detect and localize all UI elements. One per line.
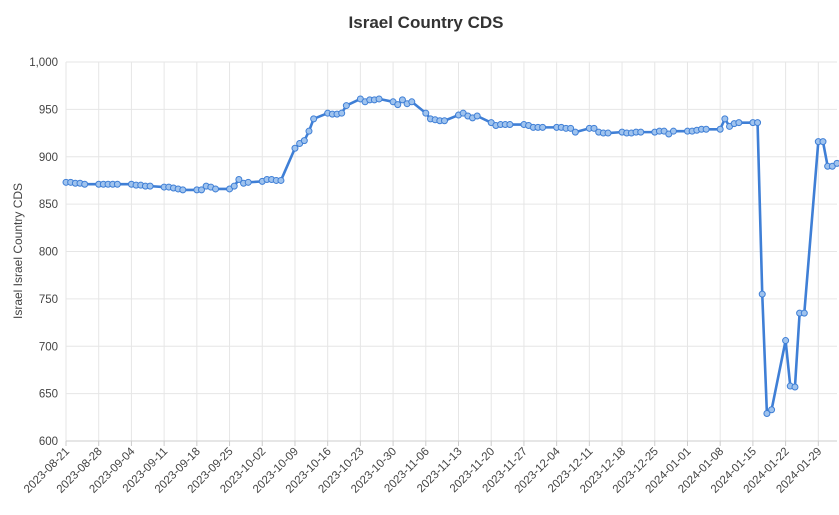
y-tick-label: 1,000: [29, 57, 58, 69]
data-point: [179, 186, 187, 194]
y-tick-label: 600: [39, 436, 58, 448]
axes: 6006507007508008509009501,0002023-08-212…: [22, 57, 837, 496]
data-point: [198, 186, 206, 194]
y-tick-label: 850: [39, 199, 58, 211]
data-point: [113, 180, 121, 188]
data-point: [791, 383, 799, 391]
data-point: [338, 109, 346, 117]
data-point: [440, 117, 448, 125]
data-point: [758, 290, 766, 298]
data-point: [539, 123, 547, 131]
data-point: [567, 124, 575, 132]
y-tick-label: 650: [39, 389, 58, 401]
gridlines: [65, 61, 837, 442]
data-point: [300, 137, 308, 145]
data-point: [735, 119, 743, 127]
data-point: [398, 96, 406, 104]
series-layer: [64, 97, 839, 415]
data-point: [310, 115, 318, 123]
data-point: [590, 124, 598, 132]
data-point: [305, 127, 313, 135]
data-point: [473, 112, 481, 120]
data-points: [62, 95, 839, 418]
data-point: [604, 129, 612, 137]
data-point: [800, 309, 808, 317]
data-point: [782, 337, 790, 345]
data-point: [81, 180, 89, 188]
data-point: [833, 159, 839, 167]
data-point: [637, 128, 645, 136]
y-tick-label: 950: [39, 104, 58, 116]
y-tick-label: 700: [39, 341, 58, 353]
data-point: [754, 119, 762, 127]
data-point: [571, 128, 579, 136]
y-axis-label: Israel Israel Country CDS: [11, 183, 25, 319]
data-point: [506, 121, 514, 129]
y-tick-label: 750: [39, 294, 58, 306]
y-tick-label: 900: [39, 152, 58, 164]
data-point: [244, 178, 252, 186]
data-point: [408, 98, 416, 106]
y-tick-label: 800: [39, 247, 58, 259]
data-point: [669, 127, 677, 135]
data-point: [146, 182, 154, 190]
data-point: [212, 185, 220, 193]
data-point: [235, 175, 243, 183]
data-point: [230, 182, 238, 190]
data-point: [763, 410, 771, 418]
data-point: [394, 101, 402, 109]
data-point: [291, 144, 299, 152]
data-point: [716, 125, 724, 133]
chart-title: Israel Country CDS: [349, 13, 504, 32]
data-point: [342, 102, 350, 110]
data-point: [768, 406, 776, 414]
data-point: [375, 95, 383, 103]
data-point: [721, 115, 729, 123]
data-point: [819, 138, 827, 146]
data-point: [702, 125, 710, 133]
data-point: [422, 109, 430, 117]
series-line: [64, 97, 839, 415]
data-point: [277, 176, 285, 184]
